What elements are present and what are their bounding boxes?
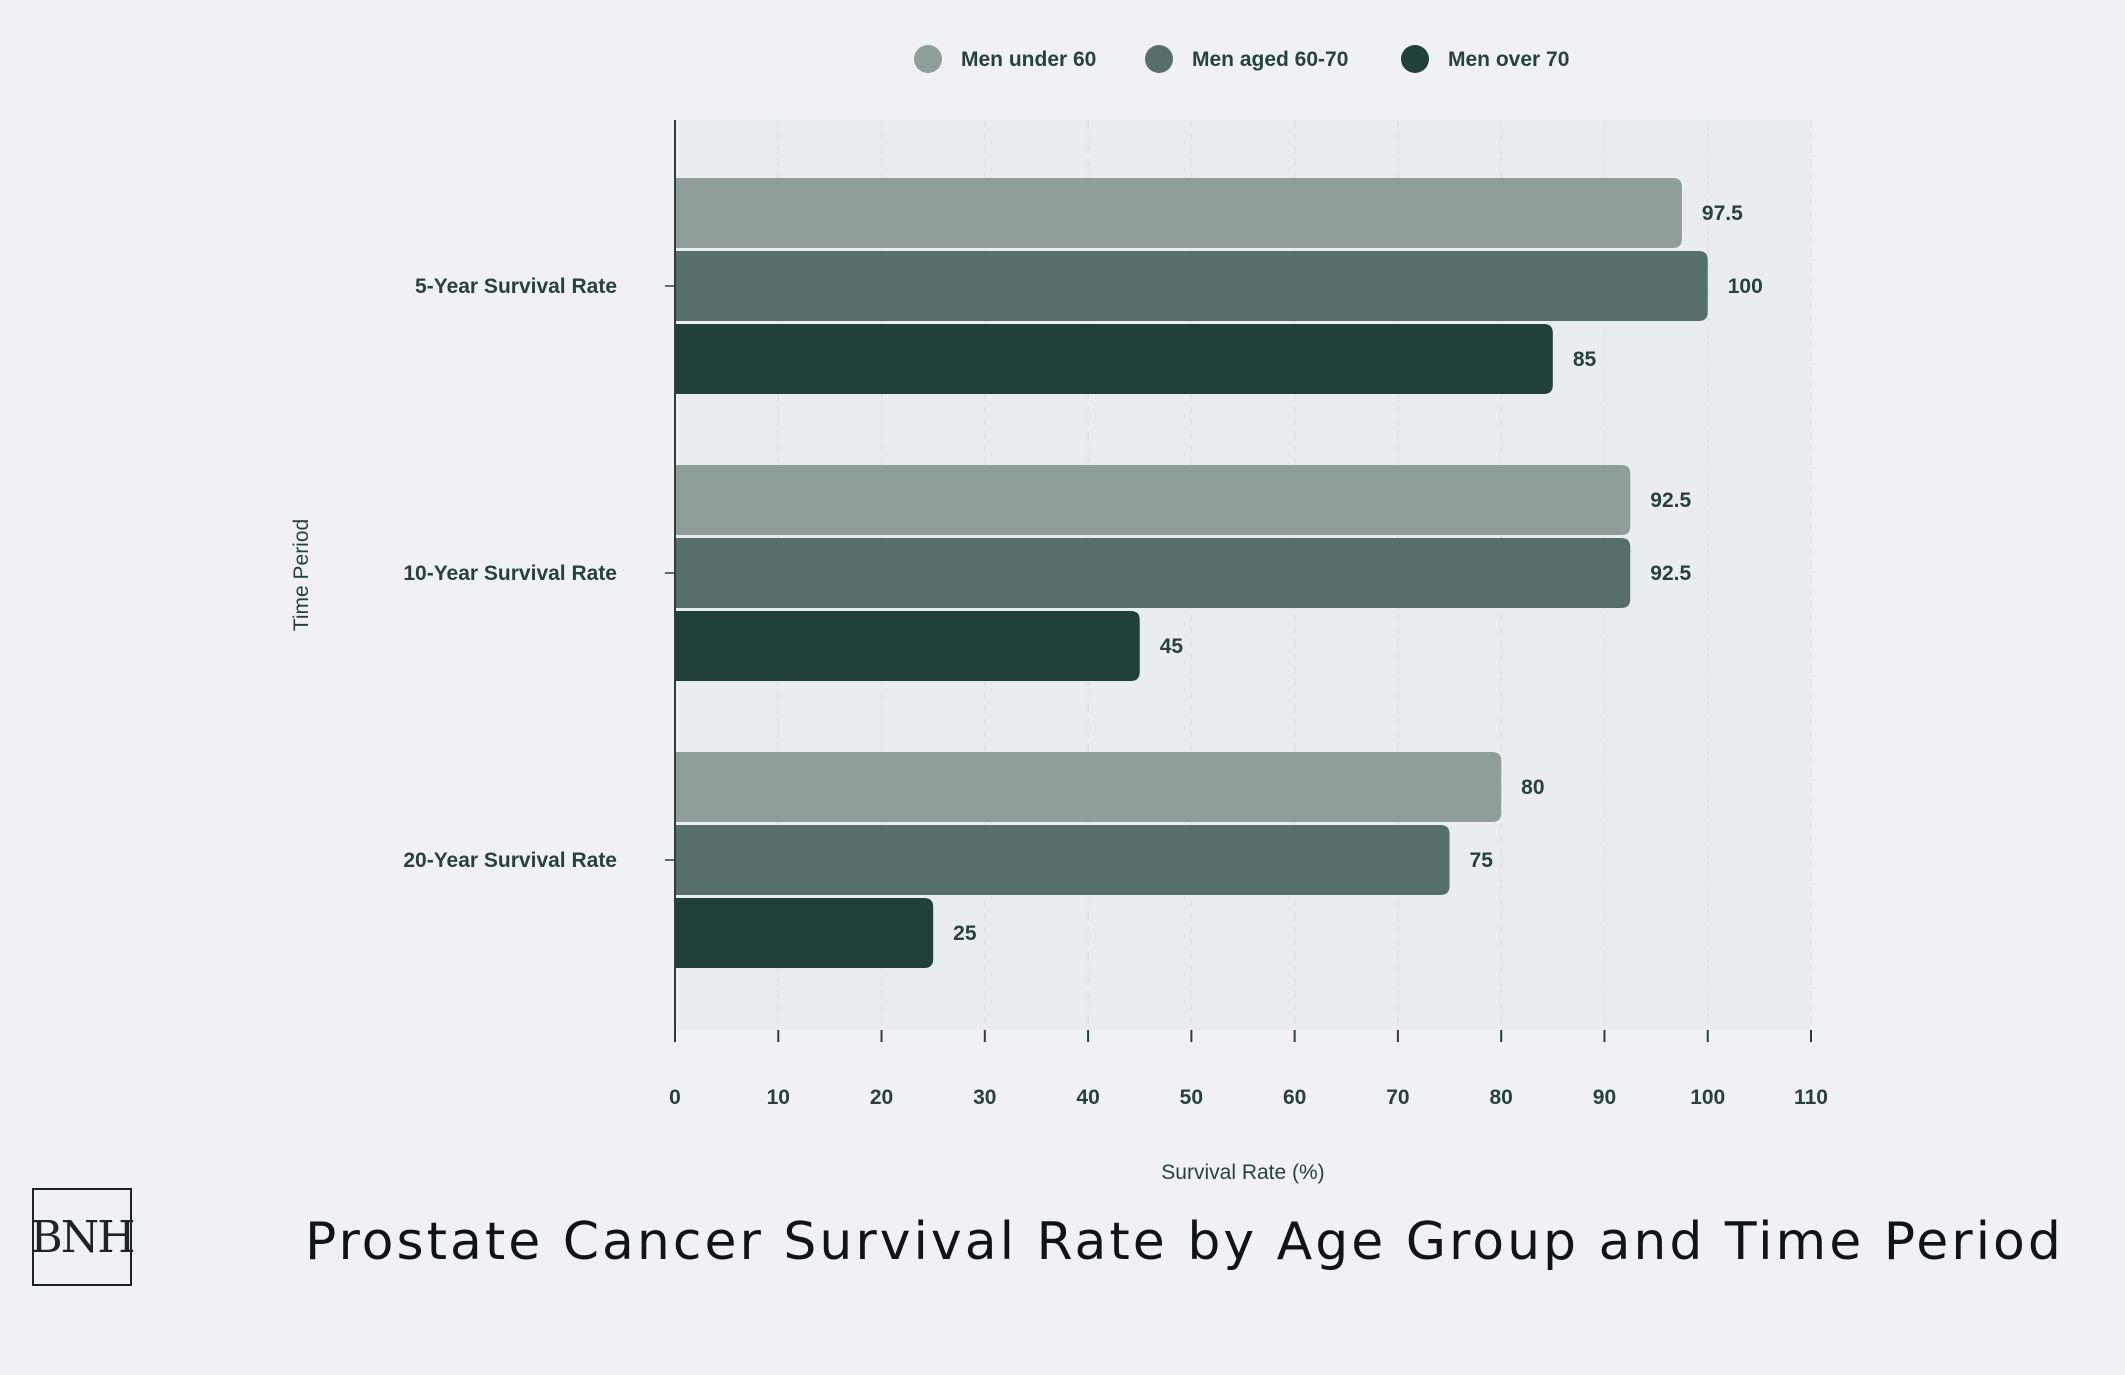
x-tick-label: 100	[1690, 1086, 1725, 1109]
data-label: 80	[1521, 776, 1544, 799]
data-label: 75	[1470, 849, 1494, 872]
bar[interactable]	[675, 178, 1682, 248]
data-label: 25	[953, 922, 977, 945]
data-label: 92.5	[1650, 489, 1691, 512]
bar[interactable]	[675, 324, 1553, 394]
bar[interactable]	[675, 611, 1140, 681]
data-label: 92.5	[1650, 562, 1691, 585]
x-tick-label: 50	[1180, 1086, 1203, 1109]
bar[interactable]	[675, 251, 1708, 321]
legend: Men under 60 Men aged 60-70 Men over 70	[914, 45, 1569, 73]
data-label: 97.5	[1702, 202, 1743, 225]
legend-label: Men over 70	[1448, 48, 1569, 71]
x-tick-label: 10	[767, 1086, 790, 1109]
x-tick-label: 0	[669, 1086, 681, 1109]
y-tick-label: 5-Year Survival Rate	[415, 275, 617, 298]
x-tick-label: 90	[1593, 1086, 1616, 1109]
data-label: 85	[1573, 348, 1597, 371]
legend-label: Men under 60	[961, 48, 1096, 71]
y-axis-title: Time Period	[290, 519, 313, 631]
x-tick-label: 40	[1076, 1086, 1099, 1109]
logo-text: BNH	[30, 1211, 135, 1263]
bar[interactable]	[675, 538, 1631, 608]
x-tick-label: 30	[973, 1086, 996, 1109]
x-axis-title: Survival Rate (%)	[1161, 1161, 1324, 1184]
x-tick-label: 60	[1283, 1086, 1306, 1109]
legend-swatch	[1401, 45, 1429, 73]
legend-swatch	[914, 45, 942, 73]
legend-label: Men aged 60-70	[1192, 48, 1348, 71]
data-label: 100	[1728, 275, 1763, 298]
legend-swatch	[1145, 45, 1173, 73]
data-label: 45	[1160, 635, 1184, 658]
logo: BNH	[30, 1188, 136, 1286]
bar[interactable]	[675, 898, 934, 968]
x-tick-label: 110	[1794, 1086, 1828, 1109]
y-tick-label: 20-Year Survival Rate	[403, 849, 617, 872]
y-tick-label: 10-Year Survival Rate	[403, 562, 617, 585]
bar[interactable]	[675, 465, 1631, 535]
x-tick-label: 20	[870, 1086, 893, 1109]
axes: 0 10 20 30 40 50 60 70 80 90 100 110 5-Year Survival…	[403, 120, 1828, 1109]
bar[interactable]	[675, 752, 1502, 822]
chart-title: Prostate Cancer Survival Rate by Age Gro…	[305, 1212, 2064, 1272]
x-tick-label: 70	[1386, 1086, 1409, 1109]
x-tick-label: 80	[1490, 1086, 1513, 1109]
bars: 97.5 100 85 92.5 92.5 45 80 75 25	[675, 178, 1763, 968]
bar[interactable]	[675, 825, 1450, 895]
